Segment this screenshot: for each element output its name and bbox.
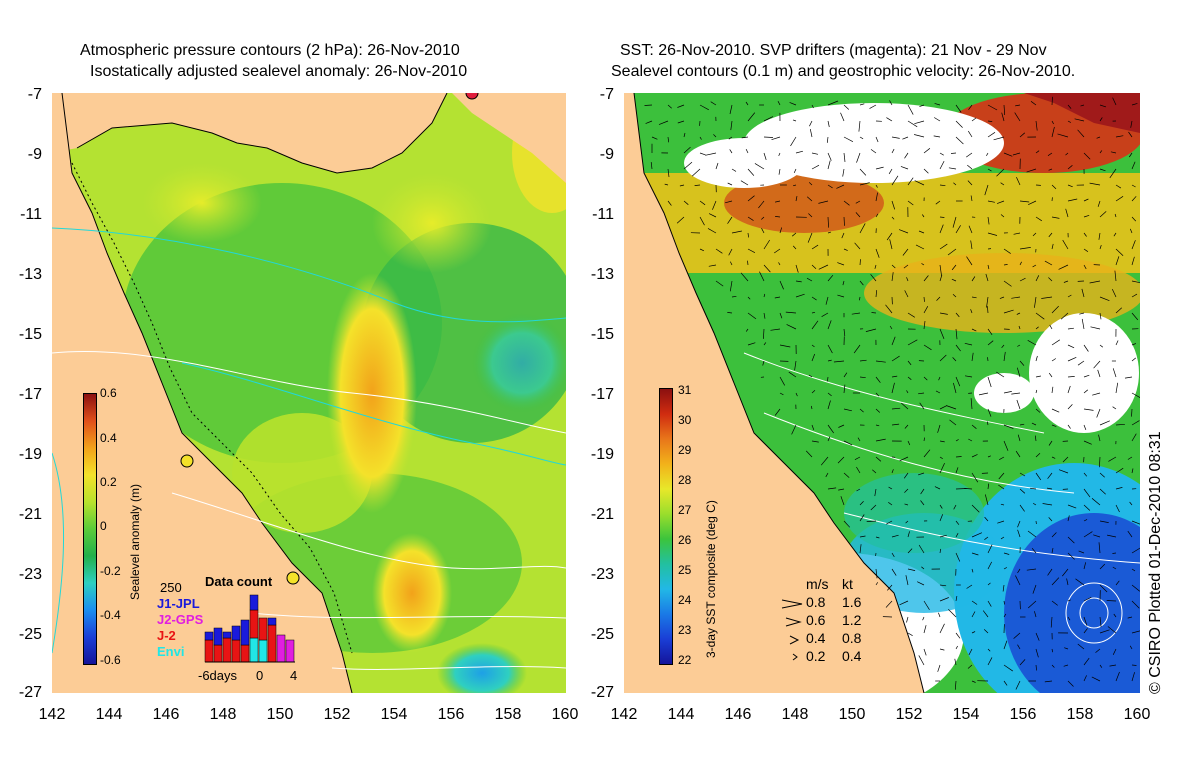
data-count-axis-label: 0: [256, 668, 264, 683]
velocity-key-kt: 1.6: [842, 594, 862, 610]
lat-tick: -25: [590, 626, 614, 643]
velocity-key-header-ms: m/s: [806, 576, 829, 592]
right-title-line1: SST: 26-Nov-2010. SVP drifters (magenta)…: [620, 42, 1047, 59]
lon-tick: 152: [895, 706, 923, 723]
lon-tick: 156: [437, 706, 465, 723]
colorbar-tick: -0.6: [100, 653, 121, 667]
colorbar-tick: 24: [678, 593, 692, 607]
colorbar-tick: -0.2: [100, 564, 121, 578]
lon-tick: 158: [494, 706, 522, 723]
right-title-line2: Sealevel contours (0.1 m) and geostrophi…: [611, 63, 1076, 80]
colorbar-tick: 26: [678, 533, 692, 547]
colorbar-tick: -0.4: [100, 608, 121, 622]
lon-tick: 148: [781, 706, 809, 723]
lat-tick: -7: [27, 86, 42, 103]
lat-tick: -23: [18, 566, 42, 583]
lon-tick: 160: [551, 706, 579, 723]
lon-tick: 150: [266, 706, 294, 723]
velocity-key-ms: 0.8: [806, 594, 826, 610]
lat-tick: -17: [18, 386, 42, 403]
lat-tick: -19: [18, 446, 42, 463]
lat-tick: -11: [20, 206, 42, 223]
lon-tick: 142: [38, 706, 66, 723]
colorbar-tick: 22: [678, 653, 692, 667]
sst-map-svg: [624, 93, 1140, 693]
lon-tick: 148: [209, 706, 237, 723]
lon-tick: 154: [380, 706, 408, 723]
velocity-key-ms: 0.4: [806, 630, 826, 646]
data-count-histogram: [204, 594, 295, 663]
lat-tick: -9: [599, 146, 614, 163]
colorbar-label: Sealevel anomaly (m): [128, 483, 142, 600]
colorbar-label: 3-day SST composite (deg C): [704, 500, 718, 658]
lat-tick: -9: [27, 146, 42, 163]
colorbar-tick: 23: [678, 623, 692, 637]
velocity-key-kt: 1.2: [842, 612, 862, 628]
colorbar-tick: 28: [678, 473, 692, 487]
lat-tick: -27: [590, 684, 614, 701]
velocity-key-ms: 0.2: [806, 648, 826, 664]
mission-label: J1-JPL: [157, 596, 200, 611]
lat-tick: -17: [590, 386, 614, 403]
velocity-key-ms: 0.6: [806, 612, 826, 628]
mission-label: Envi: [157, 644, 185, 659]
lon-tick: 144: [95, 706, 123, 723]
colorbar-tick: 0.2: [100, 475, 117, 489]
lat-tick: -27: [18, 684, 42, 701]
lat-tick: -13: [18, 266, 42, 283]
lat-tick: -25: [18, 626, 42, 643]
lat-tick: -7: [599, 86, 614, 103]
solomon-land: [452, 93, 566, 183]
lon-tick: 146: [724, 706, 752, 723]
colorbar-tick: 25: [678, 563, 692, 577]
lon-tick: 146: [152, 706, 180, 723]
data-count-title: Data count: [205, 574, 273, 589]
right-map[interactable]: [624, 93, 1140, 693]
lon-tick: 150: [838, 706, 866, 723]
colorbar-tick: 31: [678, 383, 692, 397]
lat-tick: -15: [18, 326, 42, 343]
colorbar-tick: 30: [678, 413, 692, 427]
colorbar-tick: 0.6: [100, 386, 117, 400]
sealevel-colorbar: [83, 393, 97, 665]
lat-tick: -21: [590, 506, 614, 523]
colorbar-tick: 27: [678, 503, 692, 517]
mission-label: J2-GPS: [157, 612, 204, 627]
colorbar-tick: 29: [678, 443, 692, 457]
lat-tick: -11: [592, 206, 614, 223]
velocity-key-kt: 0.8: [842, 630, 862, 646]
left-title-line2: Isostatically adjusted sealevel anomaly:…: [90, 63, 468, 80]
lat-tick: -15: [590, 326, 614, 343]
lon-tick: 154: [952, 706, 980, 723]
velocity-key-kt: 0.4: [842, 648, 862, 664]
sst-colorbar: [659, 388, 673, 665]
png-land: [52, 93, 447, 173]
lon-tick: 156: [1009, 706, 1037, 723]
colorbar-tick: 0.4: [100, 431, 117, 445]
velocity-key-arrows: [781, 599, 803, 661]
mission-label: J-2: [157, 628, 176, 643]
lat-tick: -19: [590, 446, 614, 463]
sealevel-anomaly-map-svg: [52, 93, 566, 693]
colorbar-tick: 0: [100, 519, 107, 533]
lat-tick: -23: [590, 566, 614, 583]
lat-tick: -13: [590, 266, 614, 283]
lon-tick: 152: [323, 706, 351, 723]
left-map[interactable]: [52, 93, 566, 693]
data-count-axis-label: 4: [290, 668, 298, 683]
lon-tick: 158: [1066, 706, 1094, 723]
csiro-credit: © CSIRO Plotted 01-Dec-2010 08:31: [1147, 431, 1164, 694]
data-count-axis-label: -6days: [198, 668, 238, 683]
lon-tick: 144: [667, 706, 695, 723]
lon-tick: 160: [1123, 706, 1151, 723]
left-title-line1: Atmospheric pressure contours (2 hPa): 2…: [80, 42, 460, 59]
lon-tick: 142: [610, 706, 638, 723]
velocity-key-header-kt: kt: [842, 576, 853, 592]
data-count-max: 250: [160, 580, 182, 595]
lat-tick: -21: [18, 506, 42, 523]
